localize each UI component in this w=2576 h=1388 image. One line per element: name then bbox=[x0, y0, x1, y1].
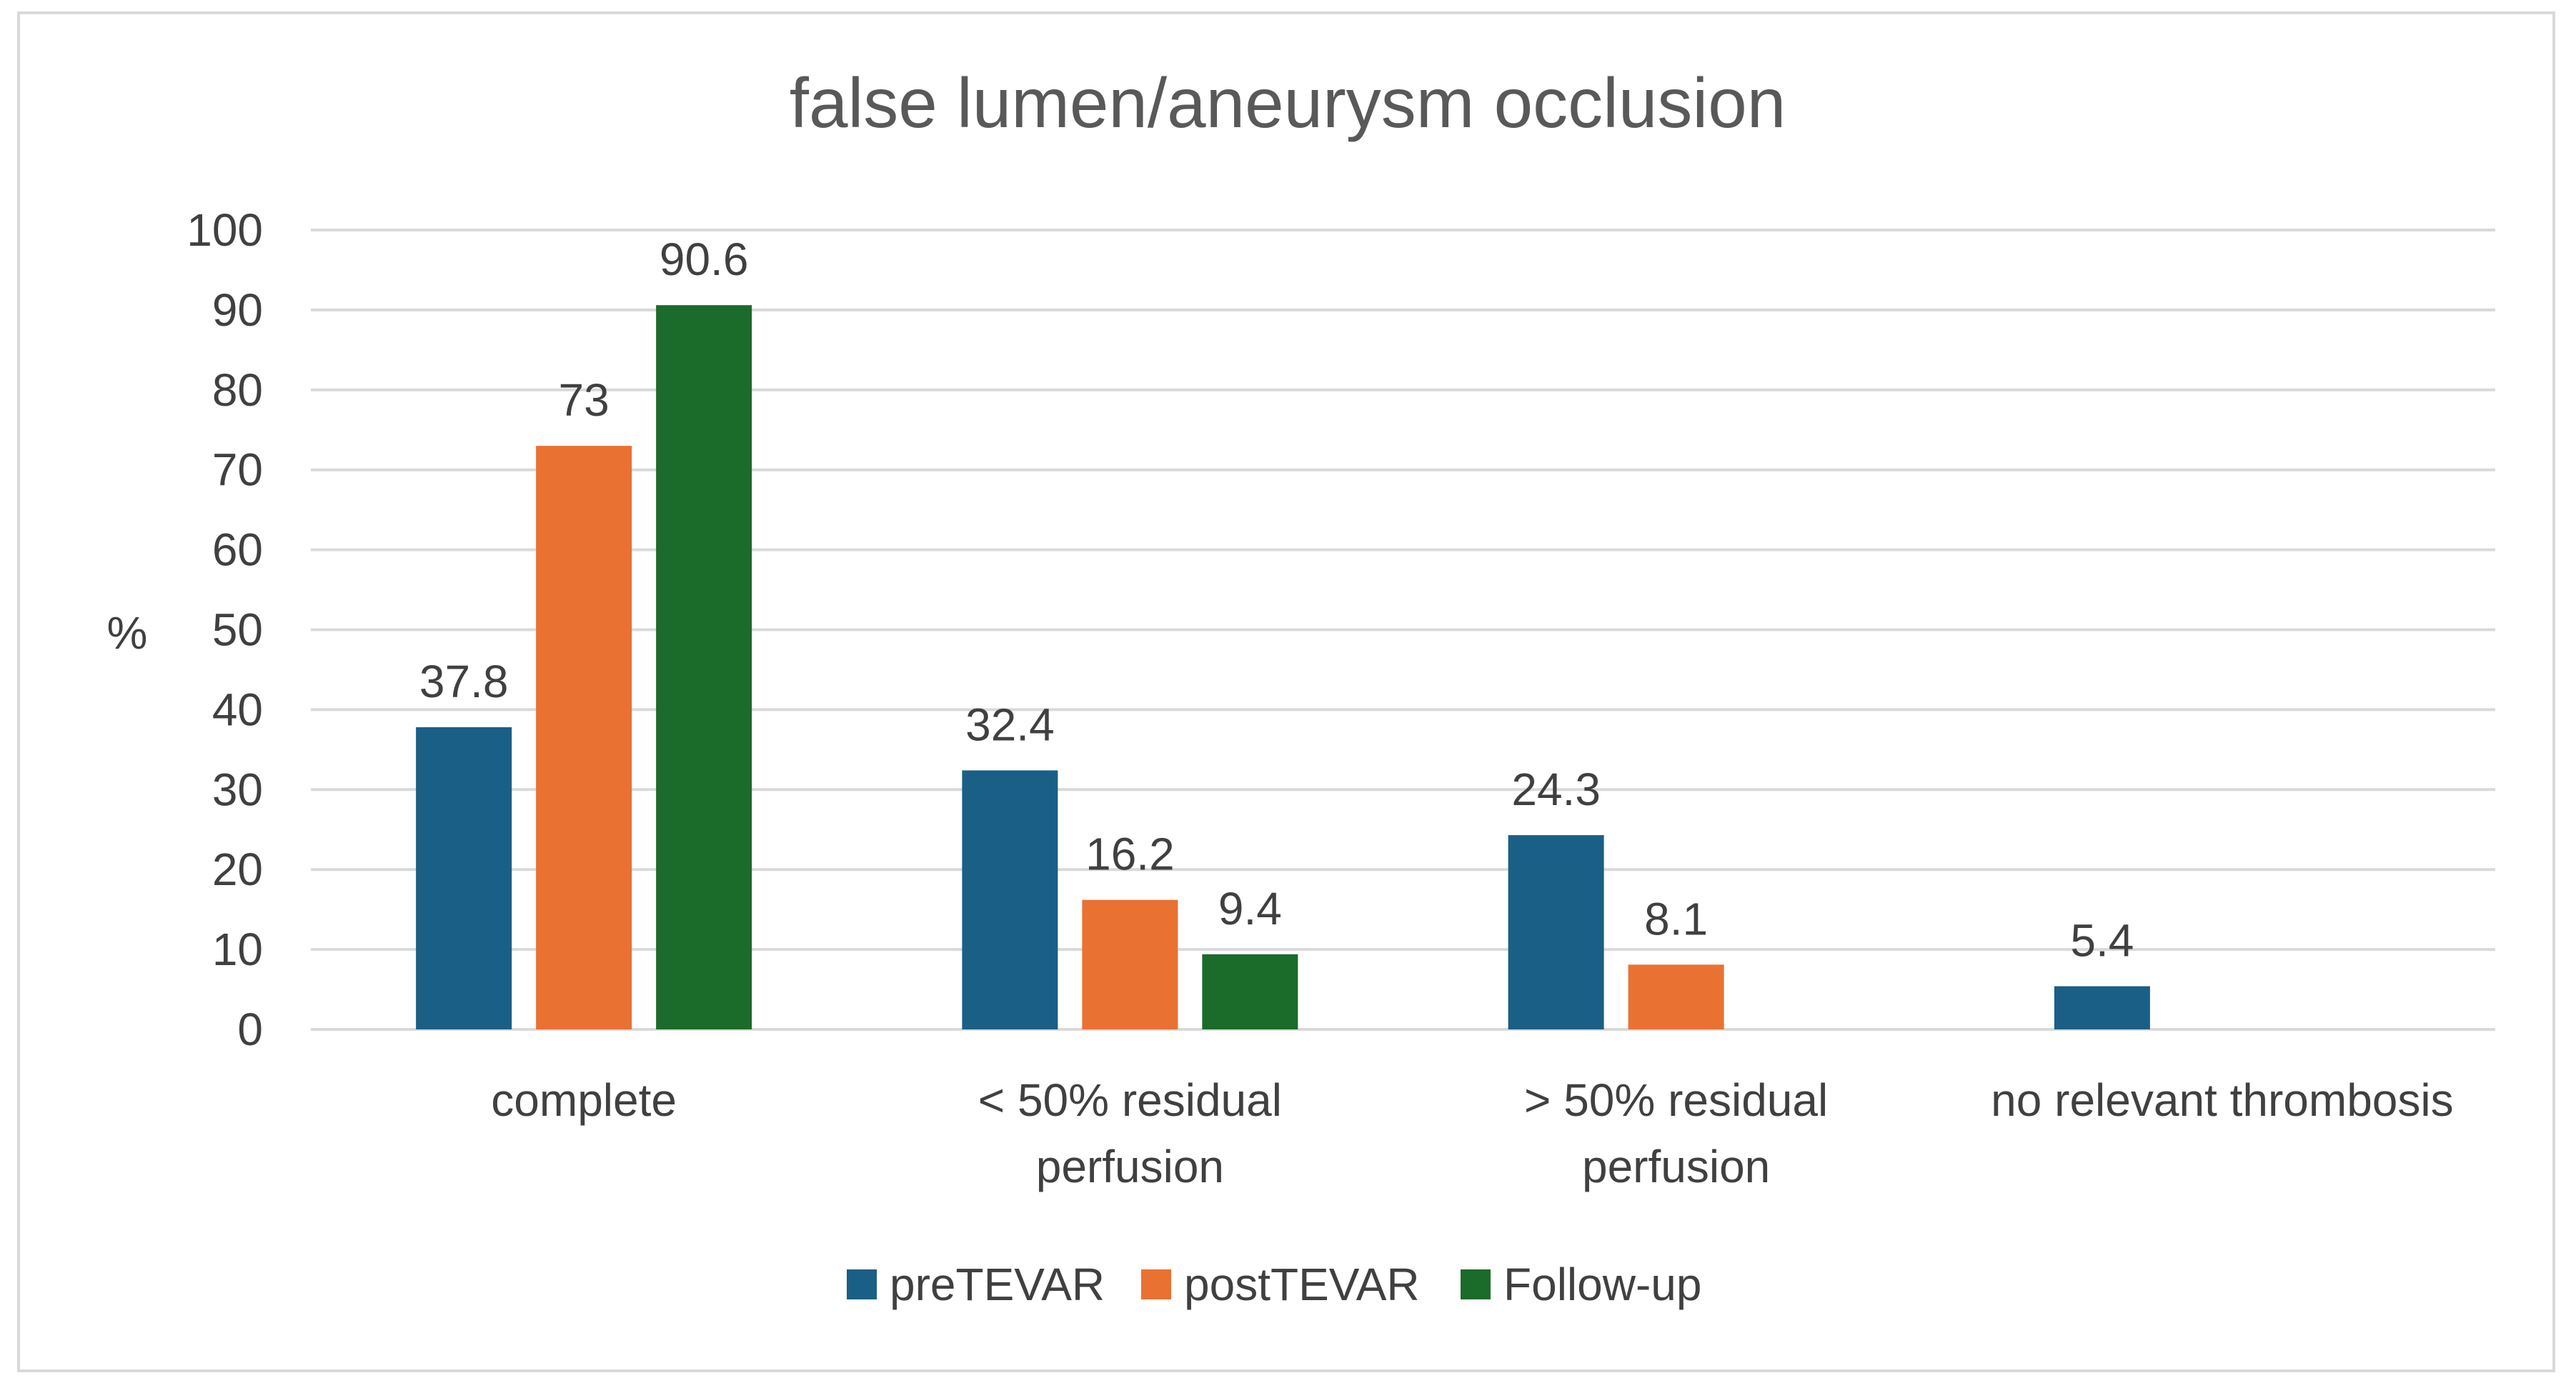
bar bbox=[536, 446, 632, 1029]
y-tick-label: 10 bbox=[212, 924, 263, 975]
x-tick-label: > 50% residual bbox=[1524, 1074, 1828, 1126]
y-tick-label: 50 bbox=[212, 604, 263, 656]
y-tick-label: 20 bbox=[212, 844, 263, 895]
legend-swatch bbox=[1141, 1269, 1171, 1299]
x-tick-label: perfusion bbox=[1582, 1141, 1770, 1192]
y-tick-label: 80 bbox=[212, 364, 263, 416]
bar bbox=[1082, 899, 1178, 1029]
data-label: 5.4 bbox=[2070, 915, 2134, 967]
legend-swatch bbox=[847, 1269, 877, 1299]
data-label: 24.3 bbox=[1511, 764, 1601, 815]
chart-frame bbox=[17, 11, 2555, 1372]
y-axis-label: % bbox=[107, 607, 148, 659]
data-label: 90.6 bbox=[660, 234, 749, 285]
bar bbox=[2054, 986, 2150, 1029]
bar bbox=[656, 305, 752, 1029]
data-label: 16.2 bbox=[1085, 829, 1175, 880]
y-tick-label: 0 bbox=[237, 1004, 263, 1055]
legend-label: Follow-up bbox=[1503, 1259, 1701, 1310]
data-label: 73 bbox=[559, 374, 610, 426]
bar bbox=[416, 727, 512, 1029]
bar bbox=[962, 770, 1058, 1029]
x-tick-label: perfusion bbox=[1036, 1141, 1224, 1192]
legend-label: postTEVAR bbox=[1184, 1259, 1420, 1310]
data-label: 8.1 bbox=[1644, 893, 1708, 944]
y-tick-label: 40 bbox=[212, 684, 263, 735]
y-tick-label: 70 bbox=[212, 444, 263, 496]
x-tick-label: complete bbox=[491, 1074, 677, 1126]
data-label: 32.4 bbox=[965, 699, 1055, 750]
bar bbox=[1508, 835, 1604, 1029]
x-tick-label: no relevant thrombosis bbox=[1991, 1074, 2453, 1126]
bar bbox=[1202, 954, 1298, 1029]
y-tick-label: 60 bbox=[212, 524, 263, 576]
bar bbox=[1628, 964, 1724, 1029]
data-label: 9.4 bbox=[1218, 883, 1282, 934]
legend-swatch bbox=[1461, 1269, 1491, 1299]
y-tick-label: 30 bbox=[212, 764, 263, 815]
data-label: 37.8 bbox=[419, 656, 509, 707]
chart-title: false lumen/aneurysm occlusion bbox=[790, 64, 1786, 142]
x-tick-label: < 50% residual bbox=[978, 1074, 1282, 1126]
y-tick-label: 100 bbox=[187, 204, 263, 256]
y-tick-label: 90 bbox=[212, 284, 263, 336]
legend-label: preTEVAR bbox=[890, 1259, 1105, 1310]
